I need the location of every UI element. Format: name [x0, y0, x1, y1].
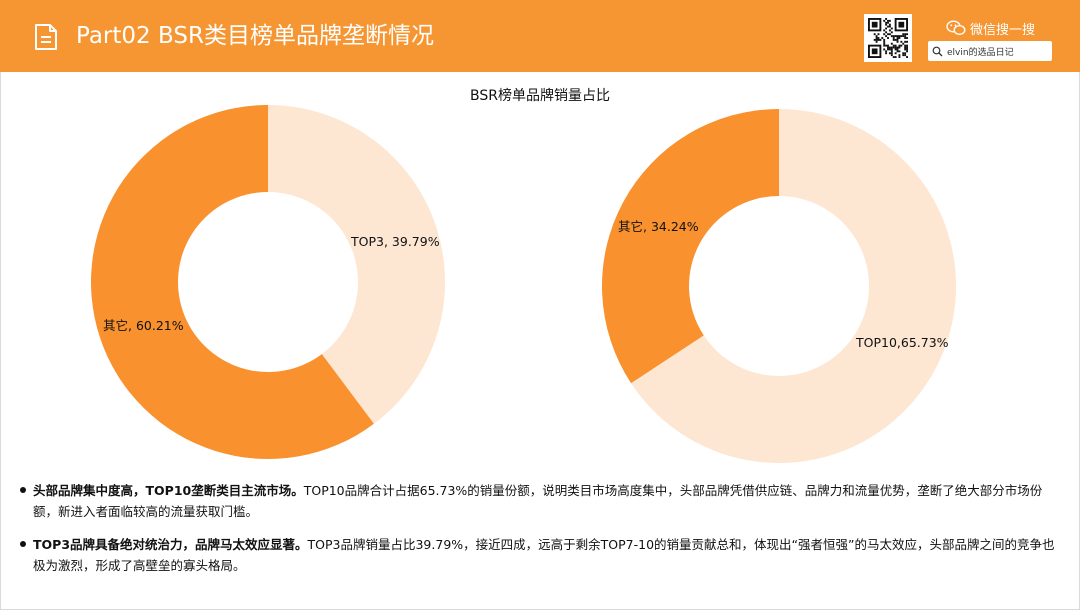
- page-title: Part02 BSR类目榜单品牌垄断情况: [76, 23, 434, 49]
- finding-item: 头部品牌集中度高，TOP10垄断类目主流市场。TOP10品牌合计占据65.73%…: [20, 480, 1060, 522]
- slice-label-1-TOP3: TOP3, 39.79%: [350, 234, 440, 249]
- bullet-dot: [20, 541, 26, 547]
- wechat-icon: [946, 20, 966, 36]
- header-bar: Part02 BSR类目榜单品牌垄断情况 微信搜一搜 elvin的选品日记: [0, 0, 1080, 72]
- finding-heading: TOP3品牌具备绝对统治力，品牌马太效应显著。: [33, 537, 308, 552]
- donut-slice-2-其它: [602, 109, 779, 384]
- finding-text: TOP3品牌销量占比39.79%，接近四成，远高于剩余TOP7-10的销量贡献总…: [33, 537, 1055, 573]
- qr-code-icon: [864, 14, 912, 62]
- wechat-search-label[interactable]: 微信搜一搜: [946, 18, 1035, 38]
- document-icon: [35, 24, 57, 50]
- search-icon: [932, 46, 943, 56]
- wechat-search-text: 微信搜一搜: [970, 22, 1036, 38]
- findings-list: 头部品牌集中度高，TOP10垄断类目主流市场。TOP10品牌合计占据65.73%…: [20, 480, 1060, 588]
- finding-heading: 头部品牌集中度高，TOP10垄断类目主流市场。: [33, 483, 304, 498]
- chart-title: BSR榜单品牌销量占比: [470, 88, 610, 104]
- search-text: elvin的选品日记: [947, 47, 1014, 58]
- donut-charts: TOP3, 39.79% 其它, 60.21% TOP10,65.73% 其它, 34…: [90, 105, 957, 463]
- slice-label-2-TOP10: TOP10,65.73%: [855, 335, 949, 350]
- slice-label-2-其它: 其它, 34.24%: [618, 219, 699, 234]
- donut-slice-2-TOP10: [631, 109, 957, 463]
- donut-slice-1-TOP3: [268, 105, 445, 424]
- donut-slice-1-其它: [90, 105, 374, 460]
- finding-text: TOP10品牌合计占据65.73%的销量份额，说明类目市场高度集中，头部品牌凭借…: [33, 483, 1043, 519]
- bullet-dot: [20, 487, 26, 493]
- slice-label-1-其它: 其它, 60.21%: [103, 318, 184, 333]
- search-box[interactable]: elvin的选品日记: [928, 41, 1052, 61]
- finding-item: TOP3品牌具备绝对统治力，品牌马太效应显著。TOP3品牌销量占比39.79%，…: [20, 534, 1060, 576]
